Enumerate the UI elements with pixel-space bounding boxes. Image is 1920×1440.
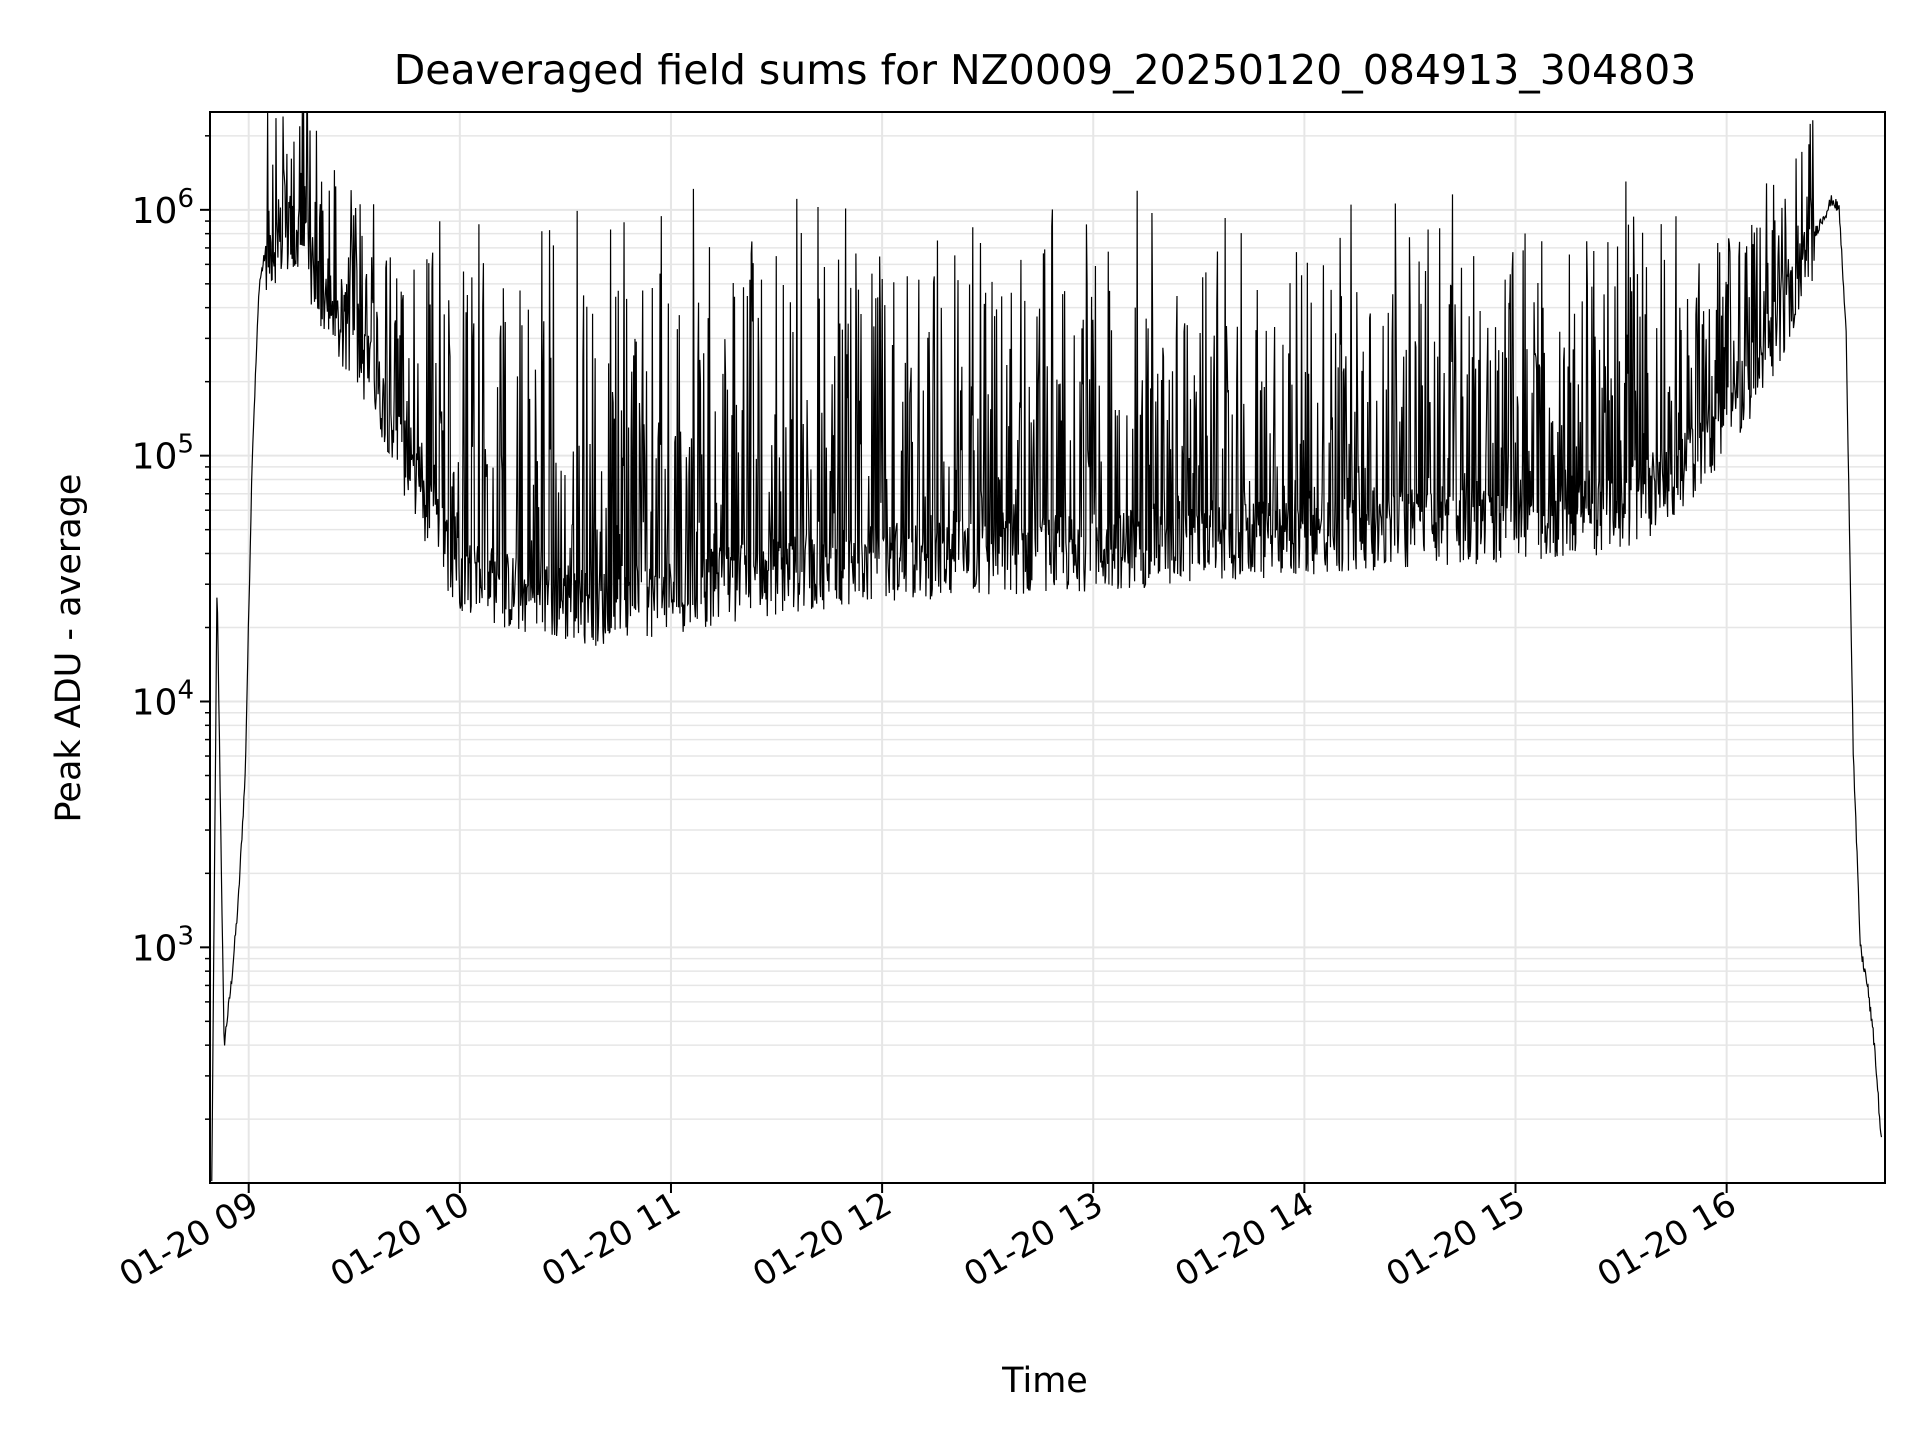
y-tick-label: 105 xyxy=(132,430,194,478)
y-grid xyxy=(210,135,1885,1120)
y-tick-label: 104 xyxy=(132,676,194,724)
axes-frame xyxy=(209,111,1886,1184)
y-tick-label: 106 xyxy=(132,184,194,232)
y-tick-label: 103 xyxy=(132,921,194,969)
series-line xyxy=(211,111,1883,1182)
chart-title: Deaveraged field sums for NZ0009_2025012… xyxy=(394,46,1697,94)
x-axis-label: Time xyxy=(1001,1361,1088,1401)
y-axis-label: Peak ADU - average xyxy=(49,474,89,823)
series-layer xyxy=(211,111,1883,1182)
y-axis-ticks: 103 104 105 106 xyxy=(132,135,210,1120)
